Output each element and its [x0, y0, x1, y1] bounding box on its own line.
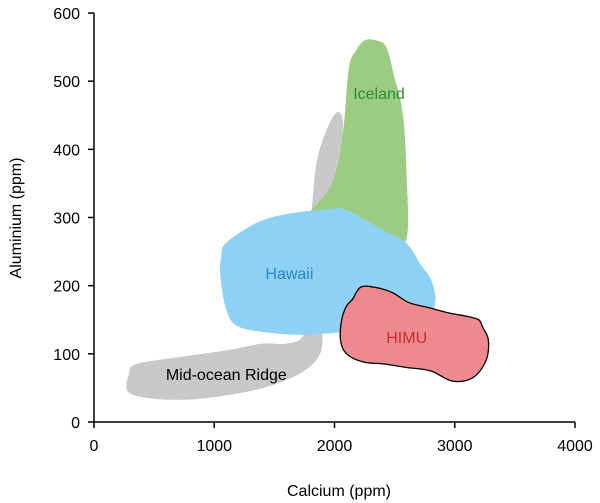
region-label-himu: HIMU	[386, 330, 427, 347]
x-tick-label: 2000	[317, 438, 353, 455]
axes-layer: 0 1000 2000 3000 4000 0 100 200 300 400 500 600	[53, 6, 593, 455]
x-tick-label: 4000	[557, 438, 593, 455]
x-tick-label: 0	[90, 438, 99, 455]
x-tick-label: 1000	[196, 438, 232, 455]
y-tick-label: 100	[53, 347, 80, 364]
region-label-iceland: Iceland	[353, 86, 405, 103]
region-himu	[339, 285, 490, 383]
y-tick-label: 500	[53, 74, 80, 91]
y-axis-title: Aluminium (ppm)	[8, 158, 25, 279]
regions-layer	[126, 39, 490, 400]
y-tick-label: 200	[53, 279, 80, 296]
y-tick-label: 400	[53, 142, 80, 159]
x-tick-label: 3000	[437, 438, 473, 455]
labels-layer: Mid-ocean Ridge Iceland Hawaii HIMU	[166, 86, 427, 384]
region-mid-ocean-ridge	[126, 111, 344, 400]
x-axis-title: Calcium (ppm)	[287, 483, 391, 500]
y-tick-label: 0	[71, 415, 80, 432]
region-label-hawaii: Hawaii	[265, 266, 313, 283]
y-tick-label: 300	[53, 211, 80, 228]
y-tick-label: 600	[53, 6, 80, 23]
region-iceland	[307, 39, 409, 260]
region-label-mid-ocean-ridge: Mid-ocean Ridge	[166, 367, 287, 384]
